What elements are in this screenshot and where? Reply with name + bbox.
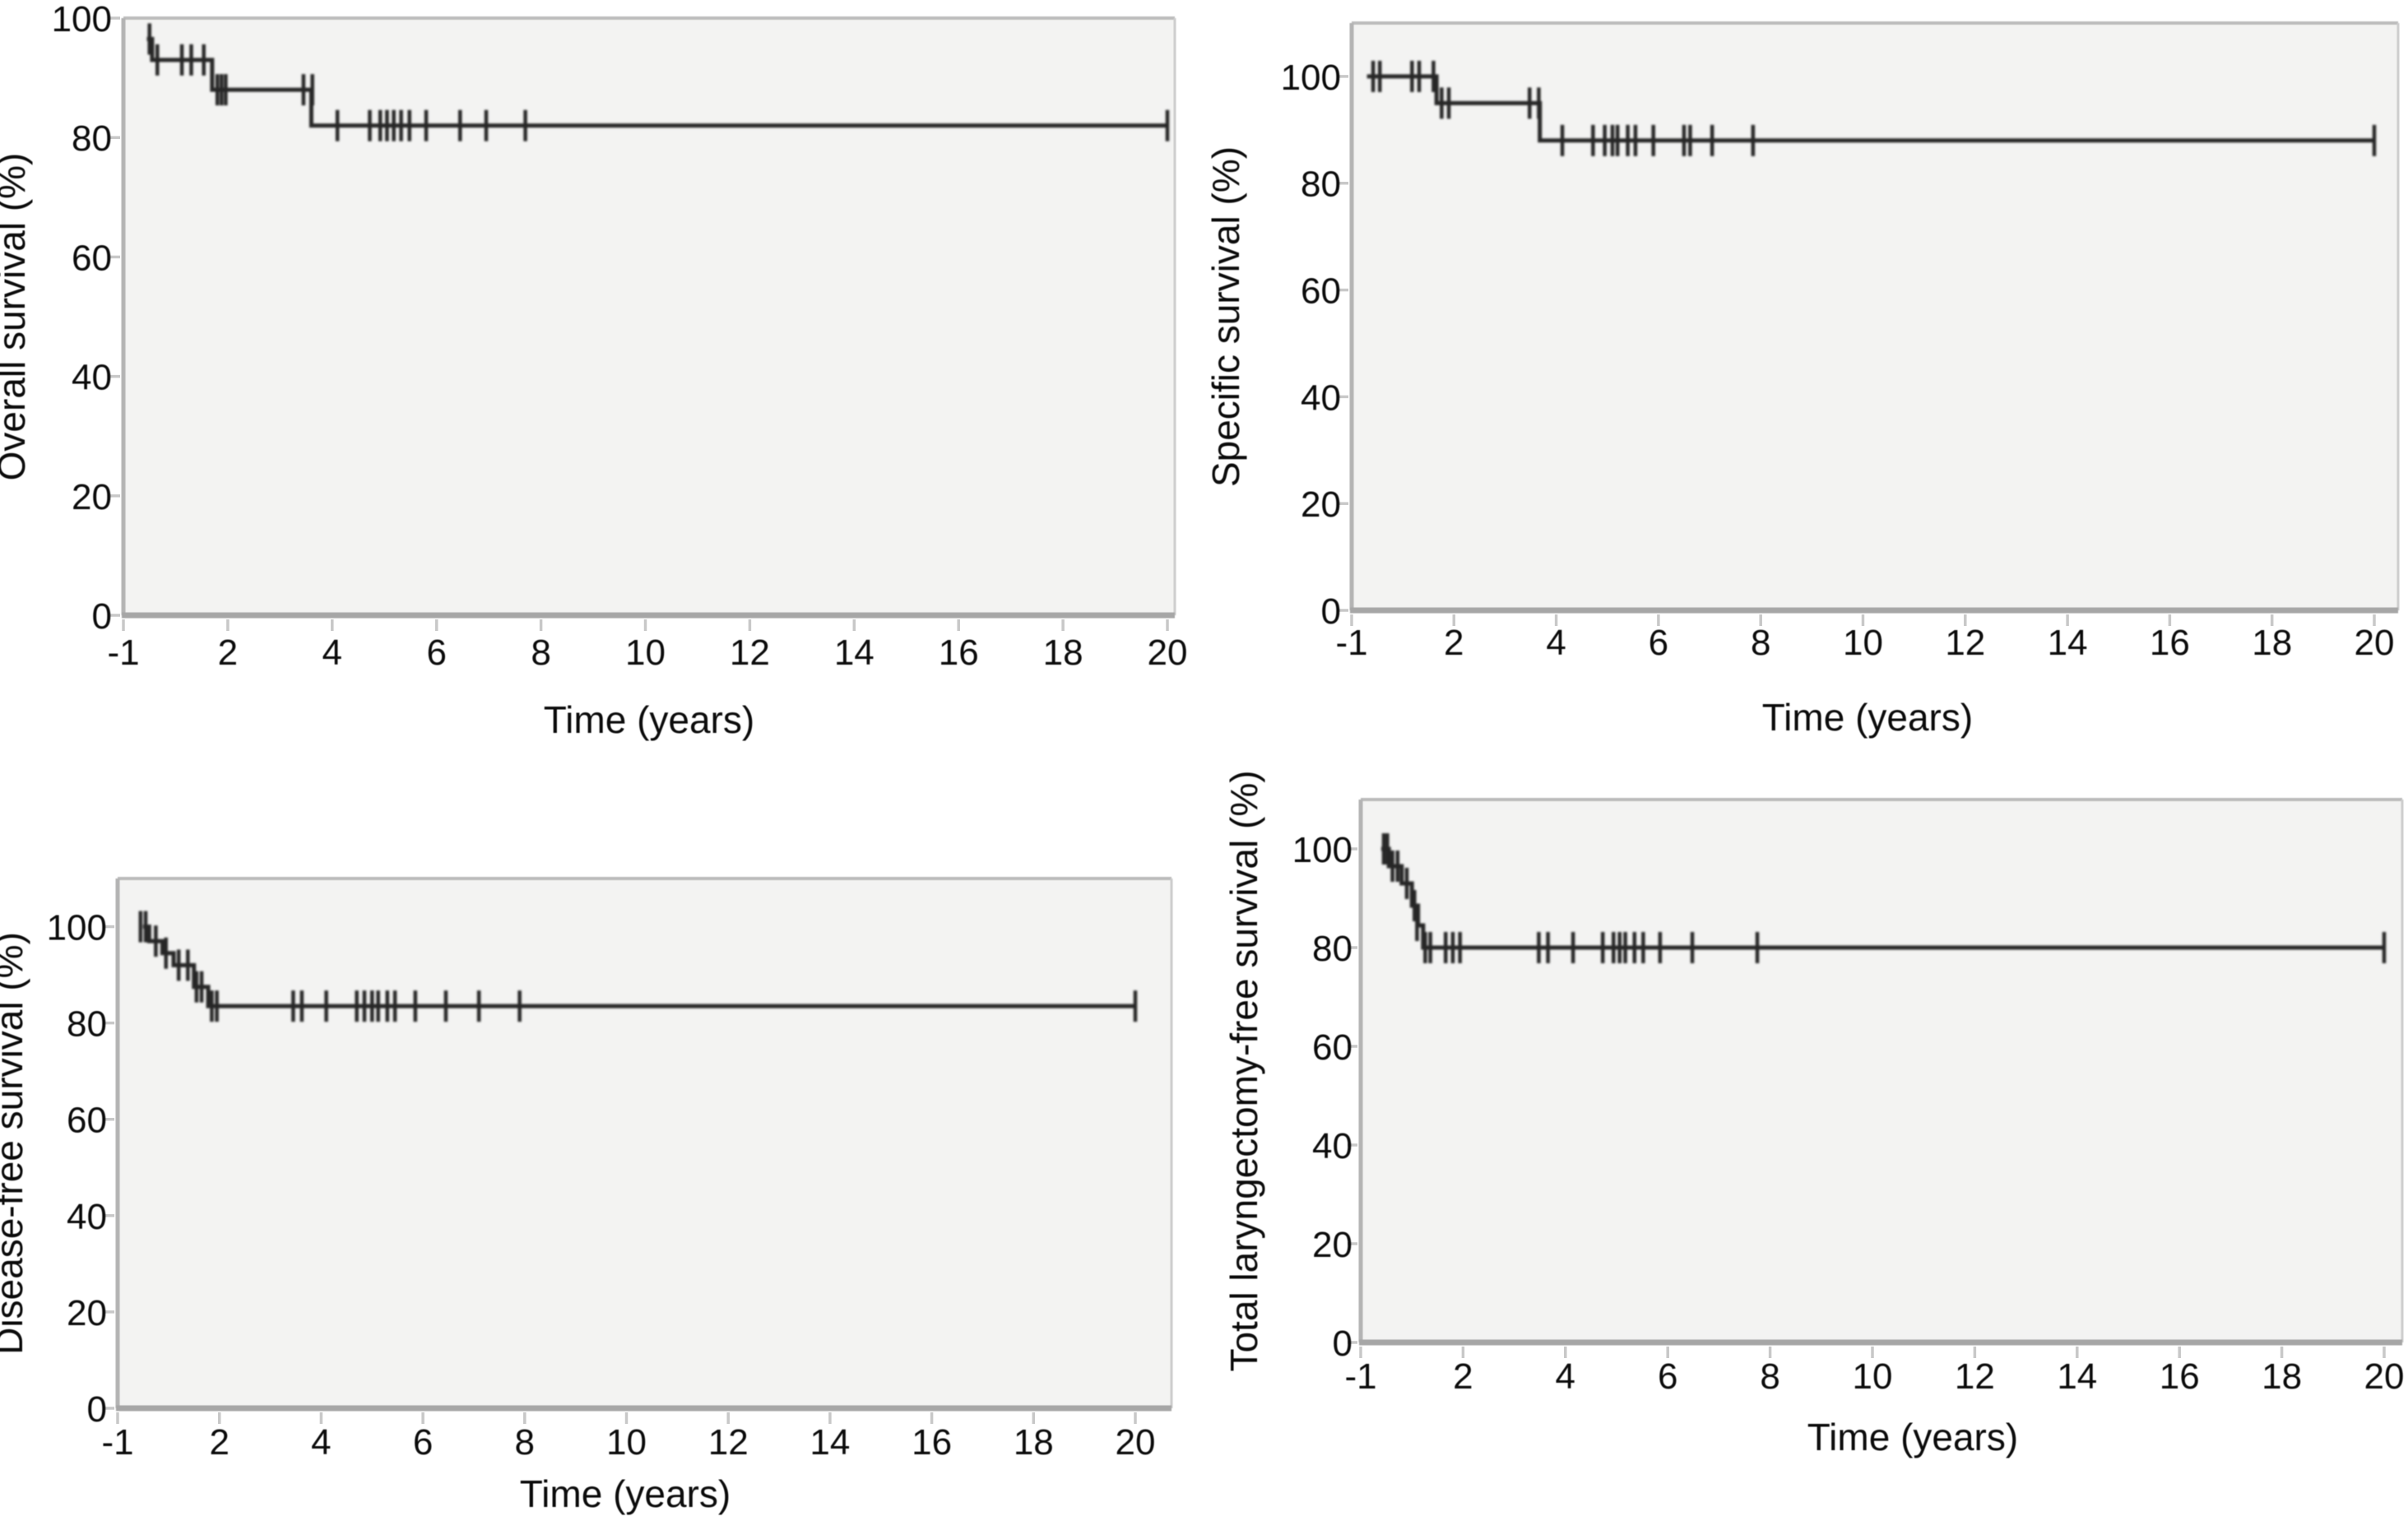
x-tick-label: 14 bbox=[834, 633, 875, 673]
x-tick-label: 8 bbox=[1751, 623, 1770, 663]
x-tick-label: 20 bbox=[1148, 633, 1188, 673]
x-tick-label: 2 bbox=[218, 633, 238, 673]
x-tick-label: 8 bbox=[1760, 1356, 1779, 1397]
x-tick-label: 14 bbox=[2057, 1356, 2097, 1397]
plot-frame bbox=[1358, 798, 2404, 1346]
x-tick-label: 16 bbox=[939, 633, 979, 673]
x-tick-label: 6 bbox=[426, 633, 446, 673]
x-tick-label: 12 bbox=[1955, 1356, 1995, 1397]
x-tick-label: 6 bbox=[413, 1422, 433, 1463]
x-tick-label: 4 bbox=[1556, 1356, 1575, 1397]
panel-overall-survival: 0 20 40 60 80 100 -1 2 4 6 8 10 12 14 16 18 20 Time (year… bbox=[0, 0, 1187, 741]
x-tick-label: 14 bbox=[810, 1422, 850, 1463]
x-tick-label: 4 bbox=[311, 1422, 331, 1463]
x-axis-title: Time (years) bbox=[520, 1472, 731, 1515]
y-tick-label: 100 bbox=[1292, 830, 1352, 870]
y-tick-label: 100 bbox=[52, 0, 112, 39]
x-tick-label: -1 bbox=[107, 633, 139, 673]
x-tick-label: 8 bbox=[515, 1422, 535, 1463]
panel-specific-survival: 0 20 40 60 80 100 -1 2 4 6 8 10 12 14 16 18 20 Time (year… bbox=[1204, 21, 2400, 739]
y-tick-label: 40 bbox=[72, 358, 112, 398]
y-tick-label: 60 bbox=[67, 1101, 107, 1141]
x-tick-label: 10 bbox=[606, 1422, 647, 1463]
y-tick-label: 20 bbox=[72, 477, 112, 517]
y-tick-label: 60 bbox=[1301, 271, 1341, 312]
x-axis-title: Time (years) bbox=[1807, 1416, 2018, 1458]
x-tick-label: 6 bbox=[1658, 1356, 1677, 1397]
y-tick-label: 40 bbox=[67, 1197, 107, 1237]
x-tick-label: 18 bbox=[1043, 633, 1083, 673]
x-tick-label: 20 bbox=[1116, 1422, 1156, 1463]
x-tick-label: 8 bbox=[531, 633, 550, 673]
x-tick-label: -1 bbox=[101, 1422, 133, 1463]
x-tick-label: 12 bbox=[730, 633, 770, 673]
y-tick-label: 100 bbox=[47, 908, 107, 948]
panel-total-laryngectomy-free-survival: 0 20 40 60 80 100 -1 2 4 6 8 10 12 14 16 18 20 Time (year… bbox=[1223, 770, 2404, 1458]
y-tick-label: 0 bbox=[87, 1389, 107, 1430]
y-tick-label: 80 bbox=[67, 1004, 107, 1045]
x-tick-label: 20 bbox=[2355, 623, 2395, 663]
y-tick-label: 80 bbox=[1312, 929, 1352, 969]
x-tick-label: -1 bbox=[1335, 623, 1367, 663]
x-tick-label: 10 bbox=[1853, 1356, 1893, 1397]
x-tick-label: 12 bbox=[1945, 623, 1985, 663]
x-tick-label: 6 bbox=[1649, 623, 1668, 663]
km-curve-group bbox=[1366, 60, 2377, 156]
plot-area bbox=[123, 18, 1175, 615]
km-step-curve bbox=[1366, 74, 2374, 143]
y-tick-label: 20 bbox=[1312, 1225, 1352, 1265]
y-tick-label: 60 bbox=[1312, 1027, 1352, 1068]
y-axis-title: Overall survival (%) bbox=[0, 153, 33, 481]
y-axis-title: Specific survival (%) bbox=[1204, 146, 1247, 487]
x-tick-label: 16 bbox=[2150, 623, 2190, 663]
plot-area bbox=[118, 879, 1172, 1408]
x-tick-label: 10 bbox=[625, 633, 666, 673]
km-curve-group bbox=[138, 911, 1138, 1022]
y-tick-label: 100 bbox=[1281, 58, 1341, 98]
x-axis-title: Time (years) bbox=[1762, 696, 1973, 739]
y-tick-label: 20 bbox=[1301, 484, 1341, 525]
y-axis-title: Disease-free survival (%) bbox=[0, 932, 30, 1355]
x-tick-label: 2 bbox=[1444, 623, 1464, 663]
y-tick-label: 40 bbox=[1312, 1126, 1352, 1166]
x-tick-label: -1 bbox=[1344, 1356, 1376, 1397]
y-tick-label: 20 bbox=[67, 1293, 107, 1333]
km-step-curve bbox=[146, 36, 1167, 128]
plot-area bbox=[1352, 23, 2398, 610]
x-tick-label: 12 bbox=[708, 1422, 749, 1463]
y-tick-label: 80 bbox=[1301, 165, 1341, 205]
km-curve-group bbox=[146, 23, 1170, 141]
plot-frame bbox=[115, 877, 1173, 1412]
panel-disease-free-survival: 0 20 40 60 80 100 -1 2 4 6 8 10 12 14 16 18 20 Time (year… bbox=[0, 877, 1173, 1515]
x-tick-label: 18 bbox=[1014, 1422, 1054, 1463]
y-tick-label: 60 bbox=[72, 238, 112, 278]
x-tick-label: 18 bbox=[2262, 1356, 2302, 1397]
x-axis-title: Time (years) bbox=[544, 698, 754, 741]
x-tick-label: 20 bbox=[2364, 1356, 2405, 1397]
x-tick-label: 16 bbox=[2160, 1356, 2200, 1397]
plot-frame bbox=[1349, 21, 2400, 614]
km-curve-group bbox=[1380, 833, 2387, 963]
km-step-curve bbox=[142, 925, 1135, 1008]
x-tick-label: 14 bbox=[2048, 623, 2088, 663]
y-tick-label: 0 bbox=[1333, 1324, 1352, 1364]
plot-area bbox=[1361, 800, 2402, 1342]
x-tick-label: 16 bbox=[912, 1422, 952, 1463]
plot-frame bbox=[121, 16, 1176, 619]
x-tick-label: 4 bbox=[322, 633, 342, 673]
y-tick-label: 40 bbox=[1301, 378, 1341, 418]
x-tick-label: 2 bbox=[1453, 1356, 1473, 1397]
x-tick-label: 2 bbox=[209, 1422, 229, 1463]
y-axis-title: Total laryngectomy-free survival (%) bbox=[1223, 770, 1265, 1371]
x-tick-label: 4 bbox=[1546, 623, 1566, 663]
x-tick-label: 18 bbox=[2252, 623, 2292, 663]
y-tick-label: 80 bbox=[72, 118, 112, 159]
x-tick-label: 10 bbox=[1843, 623, 1883, 663]
y-tick-label: 0 bbox=[92, 596, 112, 637]
y-tick-label: 0 bbox=[1321, 591, 1341, 632]
